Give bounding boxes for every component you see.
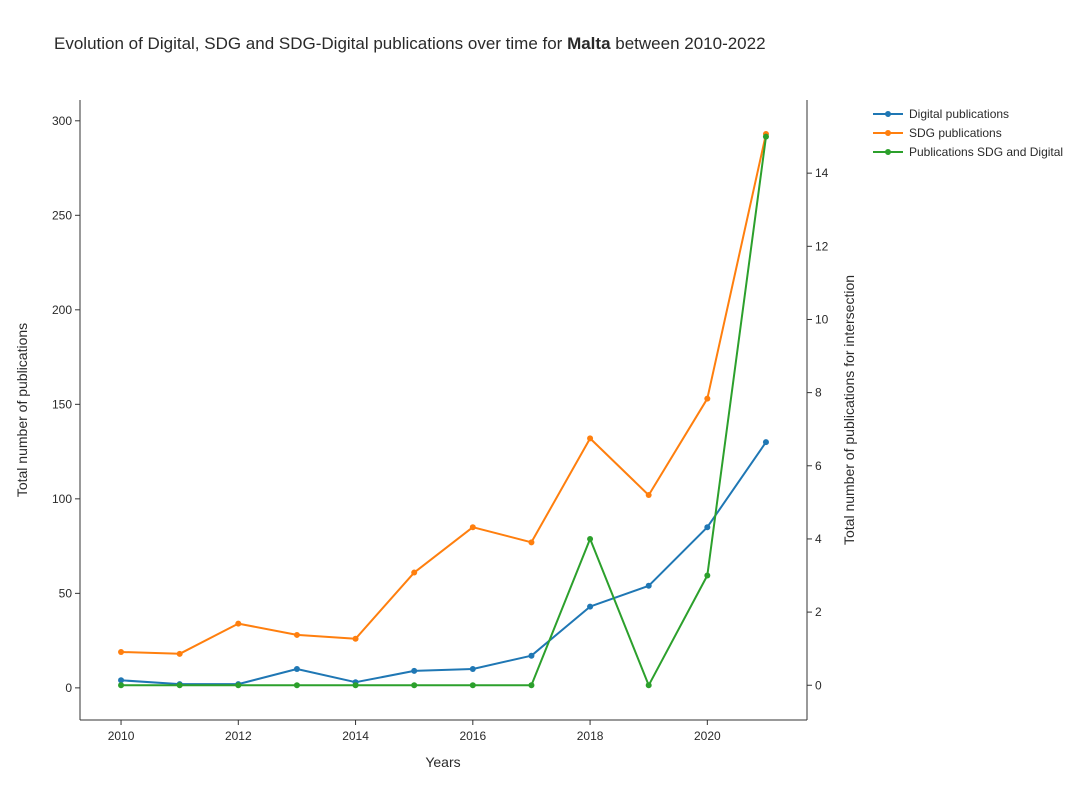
x-tick-label: 2018 (577, 729, 604, 743)
data-point (293, 631, 300, 638)
data-point (118, 677, 125, 684)
data-point (469, 682, 476, 689)
legend-swatch-marker (885, 149, 891, 155)
y-right-tick-label: 0 (815, 678, 822, 692)
data-point (704, 524, 711, 531)
legend-item: Digital publications (873, 107, 1009, 121)
data-point (528, 652, 535, 659)
y-right-tick-label: 14 (815, 166, 829, 180)
data-point (587, 535, 594, 542)
series-line (121, 136, 767, 687)
data-point (587, 603, 594, 610)
data-point (411, 682, 418, 689)
y-left-tick-label: 200 (52, 303, 72, 317)
y-right-tick-label: 10 (815, 312, 829, 326)
data-point (293, 682, 300, 689)
data-point (528, 539, 535, 546)
y-left-tick-label: 250 (52, 208, 72, 222)
y-left-tick-label: 50 (59, 586, 73, 600)
data-point (469, 524, 476, 531)
data-point (293, 665, 300, 672)
legend-swatch-marker (885, 130, 891, 136)
chart-title: Evolution of Digital, SDG and SDG-Digita… (54, 34, 766, 54)
data-point (411, 569, 418, 576)
legend: Digital publications SDG publications Publ… (873, 107, 1063, 159)
data-point (762, 439, 769, 446)
data-point (411, 667, 418, 674)
x-tick-label: 2020 (694, 729, 721, 743)
legend-label: SDG publications (909, 126, 1002, 140)
data-point (587, 435, 594, 442)
series-layer (118, 131, 769, 689)
y-right-tick-label: 12 (815, 239, 829, 253)
data-point (528, 682, 535, 689)
data-point (118, 648, 125, 655)
x-tick-label: 2016 (459, 729, 486, 743)
chart-title-country: Malta (567, 34, 611, 53)
y-left-tick-label: 100 (52, 492, 72, 506)
x-axis-title: Years (425, 754, 460, 770)
data-point (704, 572, 711, 579)
data-point (645, 492, 652, 499)
data-point (352, 635, 359, 642)
series-sdg-publications (118, 131, 769, 657)
y-right-tick-label: 2 (815, 605, 822, 619)
data-point (176, 682, 183, 689)
legend-item: SDG publications (873, 126, 1002, 140)
legend-swatch-marker (885, 111, 891, 117)
data-point (235, 682, 242, 689)
data-point (645, 682, 652, 689)
legend-label: Digital publications (909, 107, 1009, 121)
x-tick-label: 2014 (342, 729, 369, 743)
y-left-tick-label: 150 (52, 397, 72, 411)
x-tick-label: 2010 (108, 729, 135, 743)
data-point (118, 682, 125, 689)
y-right-tick-label: 4 (815, 532, 822, 546)
y-axis-right-title: Total number of publications for interse… (841, 275, 857, 545)
series-publications-sdg-and-digital (118, 133, 769, 689)
series-line (120, 441, 767, 686)
data-point (704, 395, 711, 402)
data-point (235, 620, 242, 627)
chart-title-prefix: Evolution of Digital, SDG and SDG-Digita… (54, 34, 568, 53)
data-point (645, 582, 652, 589)
series-digital-publications (118, 439, 769, 688)
y-right-tick-label: 6 (815, 459, 822, 473)
legend-item: Publications SDG and Digital (873, 145, 1063, 159)
y-axis-left-title: Total number of publications (14, 323, 30, 497)
data-point (762, 133, 769, 140)
data-point (352, 682, 359, 689)
legend-label: Publications SDG and Digital (909, 145, 1063, 159)
y-right-tick-label: 8 (815, 386, 822, 400)
axes: 2010 2012 2014 2016 2018 20200501001502002503… (52, 100, 829, 743)
x-tick-label: 2012 (225, 729, 252, 743)
y-left-tick-label: 300 (52, 114, 72, 128)
y-left-tick-label: 0 (65, 681, 72, 695)
data-point (469, 665, 476, 672)
data-point (176, 650, 183, 657)
series-line (120, 133, 767, 655)
chart-title-suffix: between 2010-2022 (610, 34, 766, 53)
